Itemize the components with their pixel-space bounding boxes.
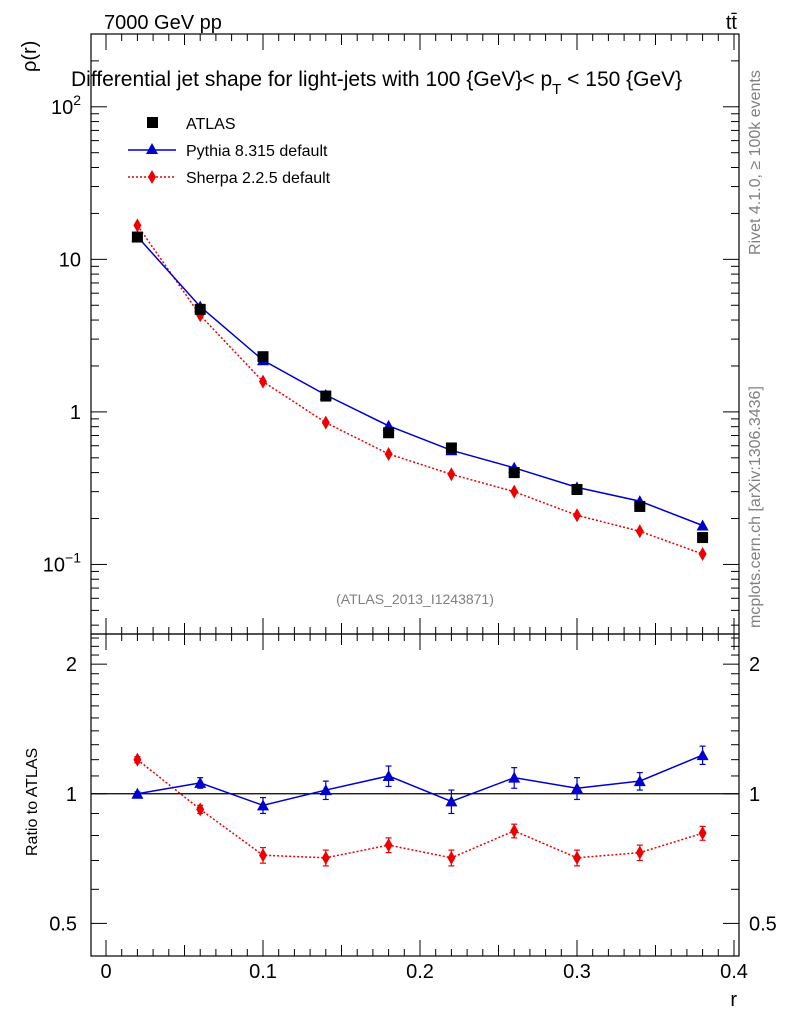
ratio-line-pythia <box>137 754 703 807</box>
ratio-point-pythia <box>194 776 207 788</box>
legend-pythia-label: Pythia 8.315 default <box>186 143 328 160</box>
ratio-ytick-label-left: 2 <box>66 654 77 676</box>
main-ytick-label-100: 102 <box>51 92 81 119</box>
main-point-atlas <box>508 467 520 479</box>
main-point-sherpa <box>510 484 519 499</box>
main-y-axis-title: ρ(r) <box>19 41 41 72</box>
main-point-atlas <box>194 303 206 315</box>
plot-title: Differential jet shape for light-jets wi… <box>71 68 682 98</box>
ratio-point-sherpa <box>698 826 707 841</box>
ratio-point-pythia <box>633 775 646 787</box>
ratio-ytick-label-left: 0.5 <box>49 913 77 935</box>
ratio-ytick-label-right: 0.5 <box>749 913 777 935</box>
legend-sherpa-label: Sherpa 2.2.5 default <box>186 170 331 187</box>
main-point-atlas <box>571 483 583 495</box>
ratio-point-sherpa <box>384 838 393 853</box>
ratio-plot-frame <box>90 633 740 957</box>
ratio-point-sherpa <box>259 848 267 863</box>
x-tick-label: 0.4 <box>720 961 748 983</box>
ratio-point-sherpa <box>196 802 205 817</box>
ratio-axis-ticks: 0.5 0.5 1 1 2 2 <box>49 637 777 935</box>
main-point-atlas <box>257 351 269 363</box>
main-data-layer <box>131 218 709 562</box>
legend: ATLAS Pythia 8.315 default Sherpa 2.2.5 … <box>128 116 331 187</box>
main-point-sherpa <box>384 446 393 461</box>
mcplots-source-label: mcplots.cern.ch [arXiv:1306.3436] <box>747 386 764 628</box>
ratio-point-pythia <box>319 784 332 796</box>
x-tick-label: 0 <box>100 961 111 983</box>
main-line-sherpa <box>136 224 703 555</box>
main-point-atlas <box>383 427 395 439</box>
ratio-point-sherpa <box>321 850 330 865</box>
ratio-point-sherpa <box>447 850 456 865</box>
ratio-point-pythia <box>131 787 144 799</box>
ratio-point-pythia <box>445 795 458 807</box>
ratio-y-axis-title: Ratio to ATLAS <box>24 748 41 856</box>
main-point-atlas <box>697 532 709 544</box>
main-point-atlas <box>445 442 457 454</box>
x-axis-ticks: 0 0.1 0.2 0.3 0.4 <box>100 34 748 983</box>
x-tick-label: 0.1 <box>249 961 277 983</box>
main-point-sherpa <box>321 415 330 430</box>
main-line-pythia <box>136 236 703 527</box>
x-tick-label: 0.3 <box>563 961 591 983</box>
ratio-data-layer <box>131 745 709 867</box>
ratio-point-sherpa <box>573 850 581 865</box>
ratio-ytick-label-left: 1 <box>66 784 77 806</box>
main-ytick-label-10: 10 <box>59 249 81 271</box>
ratio-point-sherpa <box>133 752 142 767</box>
analysis-id-label: (ATLAS_2013_I1243871) <box>336 591 494 607</box>
ratio-line-sherpa <box>136 759 703 859</box>
ratio-ytick-label-right: 1 <box>749 784 760 806</box>
ratio-point-pythia <box>382 769 395 781</box>
main-point-sherpa <box>573 508 581 523</box>
plot-title-end: < 150 {GeV} <box>561 68 682 91</box>
main-point-atlas <box>131 231 143 243</box>
process-label: tt̄ <box>726 12 738 34</box>
main-point-atlas <box>320 390 332 402</box>
main-point-pythia <box>696 519 709 531</box>
legend-sherpa-marker <box>148 170 156 184</box>
main-ytick-label-1: 1 <box>70 402 81 424</box>
ratio-ytick-label-right: 2 <box>749 654 760 676</box>
main-ytick-label-0.1: 10−1 <box>43 549 81 576</box>
ratio-point-sherpa <box>635 845 644 860</box>
x-tick-label: 0.2 <box>406 961 434 983</box>
ratio-point-pythia <box>696 749 709 761</box>
ratio-point-pythia <box>508 771 521 783</box>
main-point-sherpa <box>259 374 267 389</box>
main-point-sherpa <box>133 218 142 233</box>
main-axis-ticks <box>91 33 739 626</box>
ratio-point-pythia <box>571 782 583 794</box>
main-point-sherpa <box>698 547 707 562</box>
plot-title-subscript: T <box>552 81 561 98</box>
legend-atlas-label: ATLAS <box>186 116 236 133</box>
x-axis-title: r <box>730 989 737 1011</box>
plot-title-main: Differential jet shape for light-jets wi… <box>71 68 552 91</box>
ratio-point-sherpa <box>510 823 519 838</box>
ratio-point-pythia <box>257 799 269 811</box>
main-point-sherpa <box>447 467 456 482</box>
legend-atlas-marker <box>147 117 158 128</box>
energy-label: 7000 GeV pp <box>104 12 222 34</box>
rivet-version-label: Rivet 4.1.0, ≥ 100k events <box>747 70 764 255</box>
main-point-sherpa <box>635 524 644 539</box>
legend-pythia-marker <box>146 143 158 154</box>
main-point-atlas <box>634 500 646 512</box>
